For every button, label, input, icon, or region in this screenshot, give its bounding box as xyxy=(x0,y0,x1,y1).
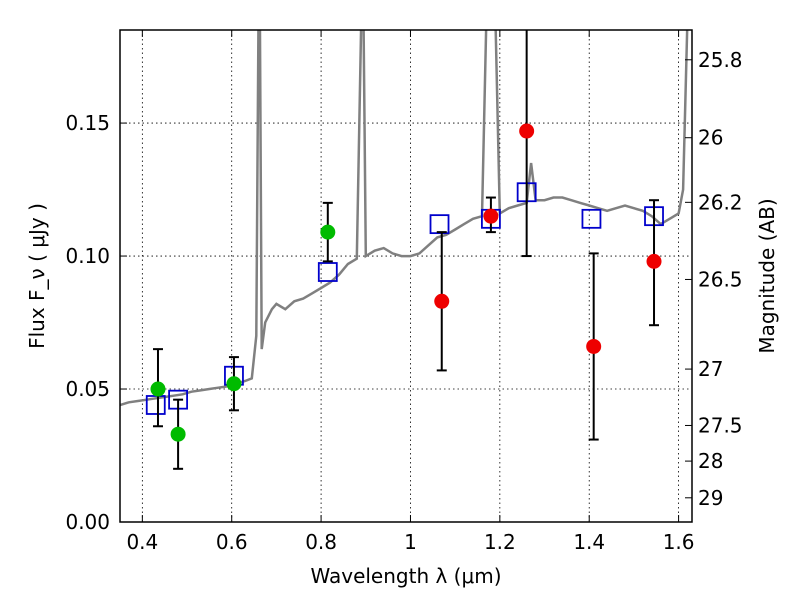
model-square xyxy=(429,214,450,235)
x-tick-label: 1.6 xyxy=(663,530,695,554)
x-tick-label: 1.4 xyxy=(573,530,605,554)
x-tick-label: 0.6 xyxy=(216,530,248,554)
red-point xyxy=(519,123,535,139)
red-point xyxy=(646,253,662,269)
x-tick-label: 1 xyxy=(404,530,417,554)
right-tick-label: 26.5 xyxy=(698,267,743,291)
right-tick-label: 29 xyxy=(698,486,723,510)
red-point xyxy=(434,293,450,309)
green-point xyxy=(150,381,166,397)
green-point xyxy=(170,426,186,442)
y-tick-label: 0.00 xyxy=(65,510,110,534)
ticks: 0.4 0.6 0.8 1 1.2 1.4 1.6 0.00 0.05 0.10 0.15 25.8 2… xyxy=(65,30,743,554)
right-tick-label: 27.5 xyxy=(698,413,743,437)
y-axis-right-label: Magnitude (AB) xyxy=(755,198,779,353)
plot-frame xyxy=(119,29,693,523)
grid xyxy=(120,30,692,523)
x-tick-label: 0.4 xyxy=(126,530,158,554)
spectrum-line xyxy=(120,30,689,407)
y-tick-label: 0.10 xyxy=(65,244,110,268)
right-tick-label: 26 xyxy=(698,126,723,150)
red-point xyxy=(483,208,499,224)
y-tick-label: 0.15 xyxy=(65,111,110,135)
plot-area xyxy=(120,30,689,470)
model-square xyxy=(317,262,338,282)
model-square xyxy=(581,208,602,229)
right-tick-label: 27 xyxy=(698,357,723,381)
y-axis-label: Flux F_ν ( μJy ) xyxy=(25,203,49,349)
right-tick-label: 28 xyxy=(698,449,723,473)
y-tick-label: 0.05 xyxy=(65,377,110,401)
green-point xyxy=(320,224,336,240)
x-tick-label: 1.2 xyxy=(484,530,516,554)
red-point xyxy=(586,338,602,354)
green-point xyxy=(226,376,242,392)
right-tick-label: 26.2 xyxy=(698,190,743,214)
x-tick-label: 0.8 xyxy=(305,530,337,554)
x-axis-label: Wavelength λ (μm) xyxy=(310,564,501,588)
right-tick-label: 25.8 xyxy=(698,48,743,72)
